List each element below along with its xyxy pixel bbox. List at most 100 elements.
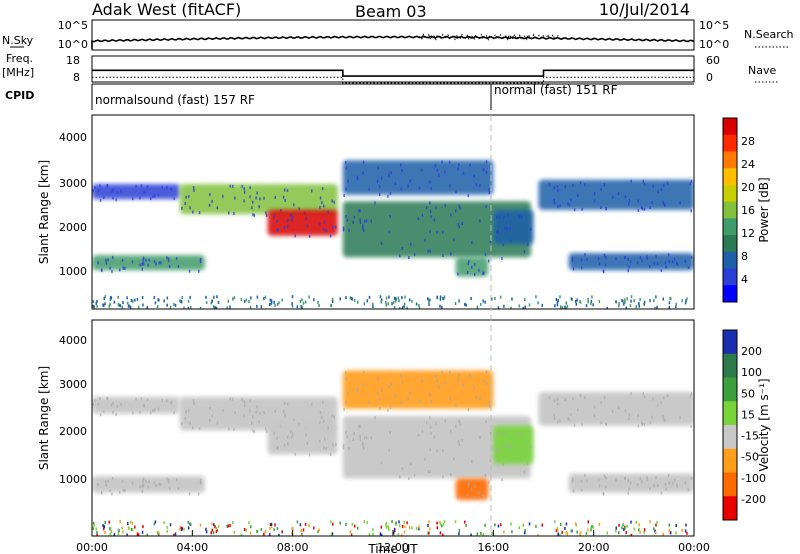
power-speckle <box>362 224 364 228</box>
velocity-speckle <box>229 397 232 401</box>
colorbar-swatch <box>723 377 737 402</box>
power-speckle <box>660 188 663 192</box>
velocity-speckle <box>347 392 349 396</box>
power-speckle <box>241 184 243 188</box>
power-near-range-echo <box>470 297 472 301</box>
power-speckle <box>679 201 681 205</box>
power-near-range-echo <box>153 295 156 299</box>
power-speckle <box>209 193 211 197</box>
velocity-near-range-echo <box>353 524 356 528</box>
velocity-speckle <box>488 401 490 405</box>
velocity-speckle <box>276 436 278 440</box>
power-near-range-echo <box>313 298 315 302</box>
velocity-near-range-echo <box>528 522 531 526</box>
power-near-range-echo <box>669 297 672 301</box>
velocity-speckle <box>627 417 630 421</box>
velocity-speckle <box>166 477 168 481</box>
velocity-near-range-echo <box>366 521 369 525</box>
power-speckle <box>116 191 119 195</box>
power-speckle <box>188 269 191 273</box>
cpid-label: CPID <box>5 89 34 102</box>
power-near-range-echo <box>126 296 128 300</box>
velocity-near-range-echo <box>579 531 582 535</box>
velocity-near-range-echo <box>134 525 136 529</box>
power-speckle <box>102 195 105 199</box>
velocity-speckle <box>557 420 559 424</box>
power-speckle <box>122 266 125 270</box>
power-speckle <box>641 207 644 211</box>
velocity-speckle <box>323 437 326 441</box>
power-speckle <box>255 196 257 200</box>
power-speckle <box>359 218 361 222</box>
power-speckle <box>442 230 444 234</box>
velocity-speckle <box>641 422 644 426</box>
velocity-speckle <box>667 474 670 478</box>
velocity-speckle <box>523 470 526 474</box>
power-speckle <box>442 254 444 258</box>
velocity-near-range-echo <box>559 522 562 526</box>
power-near-range-echo <box>217 300 220 304</box>
power-near-range-echo <box>415 302 418 306</box>
velocity-near-range-echo <box>454 520 457 524</box>
power-speckle <box>308 234 311 238</box>
power-speckle <box>529 228 532 232</box>
velocity-near-range-echo <box>436 521 438 525</box>
power-near-range-echo <box>654 306 656 309</box>
velocity-speckle <box>359 438 362 442</box>
power-near-range-echo <box>174 303 177 307</box>
colorbar-tick: -100 <box>741 472 766 485</box>
velocity-near-range-echo <box>158 532 160 536</box>
velocity-speckle <box>488 480 490 484</box>
power-speckle <box>598 262 601 266</box>
power-speckle <box>449 184 451 188</box>
power-near-range-echo <box>441 305 443 309</box>
velocity-near-range-echo <box>598 522 601 526</box>
velocity-near-range-echo <box>270 522 273 526</box>
nave-right-tick-top: 60 <box>706 54 720 67</box>
velocity-speckle <box>627 491 630 495</box>
velocity-near-range-echo <box>281 530 283 534</box>
power-near-range-echo <box>385 300 387 304</box>
velocity-speckle <box>572 489 575 493</box>
velocity-speckle <box>662 415 664 419</box>
velocity-near-range-echo <box>318 528 320 532</box>
velocity-near-range-echo <box>623 527 625 531</box>
power-near-range-echo <box>476 305 479 309</box>
power-speckle <box>232 184 234 188</box>
power-speckle <box>121 258 124 262</box>
power-speckle <box>253 213 256 217</box>
power-near-range-echo <box>301 298 303 302</box>
freq-label-2: [MHz] <box>2 66 34 79</box>
velocity-speckle <box>356 387 359 391</box>
velocity-speckle <box>629 481 632 485</box>
velocity-near-range-echo <box>110 529 113 533</box>
power-speckle <box>475 183 478 187</box>
power-near-range-echo <box>429 298 431 302</box>
power-near-range-echo <box>300 305 302 309</box>
velocity-speckle <box>157 407 160 411</box>
power-speckle <box>468 260 470 264</box>
velocity-near-range-echo <box>213 523 215 527</box>
velocity-speckle <box>145 479 147 483</box>
power-speckle <box>660 269 663 273</box>
power-speckle <box>352 220 354 224</box>
velocity-speckle <box>191 426 194 430</box>
power-speckle <box>488 191 491 195</box>
power-near-range-echo <box>541 303 544 307</box>
power-near-range-echo <box>499 295 502 299</box>
velocity-near-range-echo <box>127 526 130 530</box>
power-speckle <box>429 230 431 234</box>
velocity-near-range-echo <box>403 520 405 524</box>
velocity-speckle <box>503 431 505 435</box>
power-near-range-echo <box>639 297 641 301</box>
power-near-range-echo <box>119 304 121 308</box>
velocity-speckle <box>124 489 126 493</box>
power-speckle <box>593 199 596 203</box>
velocity-speckle <box>306 441 309 445</box>
velocity-speckle <box>253 430 256 434</box>
velocity-near-range-echo <box>404 525 406 529</box>
velocity-speckle <box>358 424 360 428</box>
power-speckle <box>448 160 451 164</box>
power-near-range-echo <box>263 297 265 301</box>
velocity-speckle <box>390 382 392 386</box>
